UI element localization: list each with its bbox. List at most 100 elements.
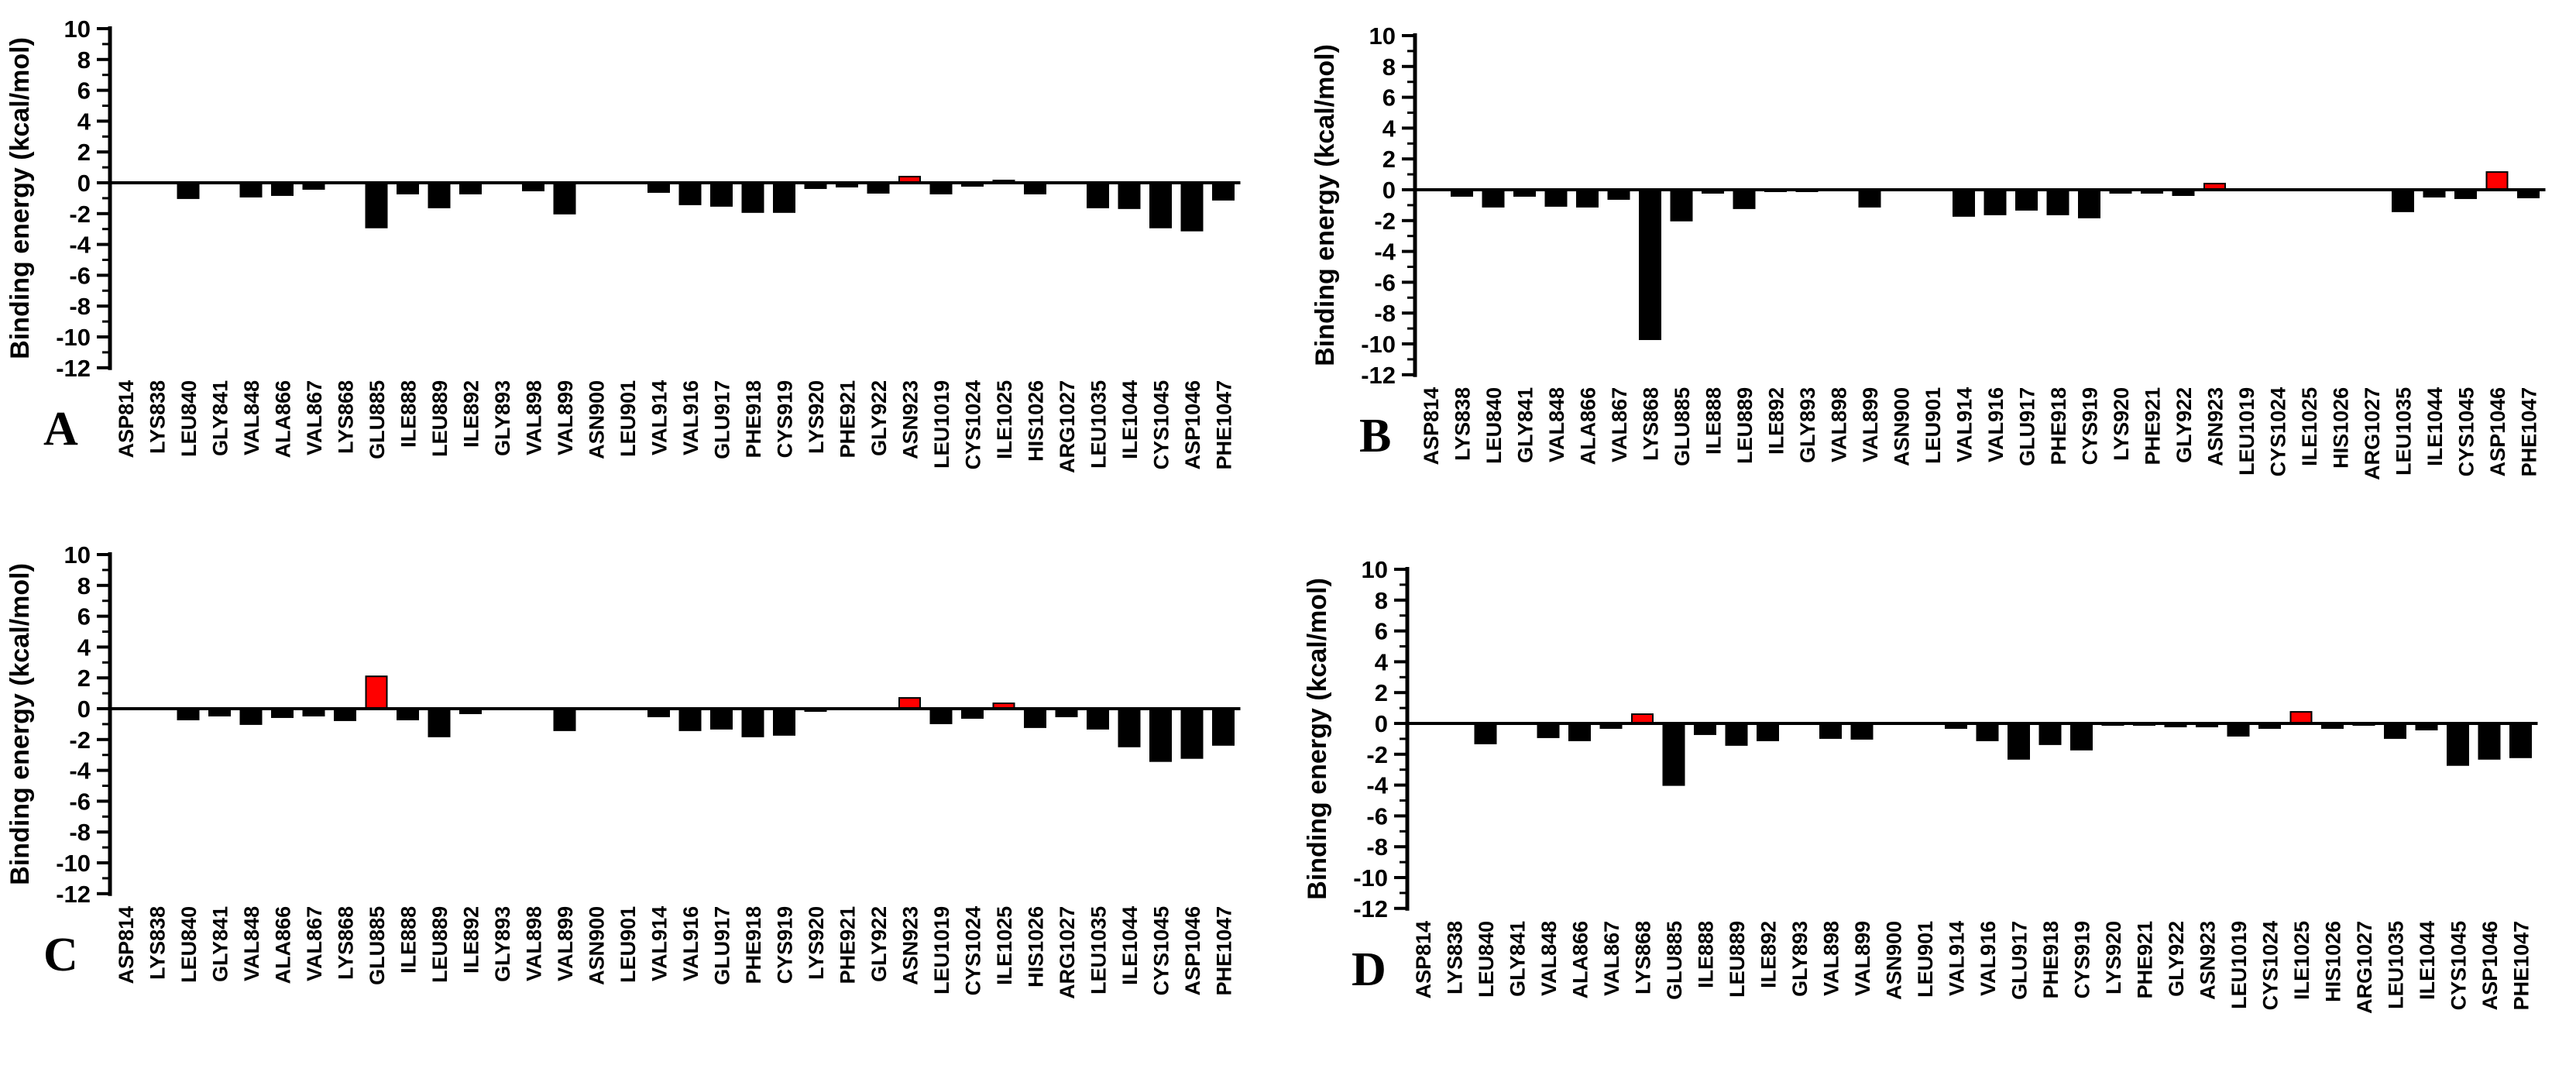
x-tick-label-VAL899: VAL899 [1851,921,1874,996]
x-tick-label-GLY893: GLY893 [491,906,514,982]
bar-ASN923 [898,697,921,710]
x-tick-label-ASN923: ASN923 [2204,387,2227,466]
y-tick-label: 0 [77,170,91,197]
y-tick-label: -4 [1366,772,1388,799]
y-tick-label: -4 [69,758,91,785]
x-tick-label-ILE1025: ILE1025 [2298,387,2321,466]
x-tick-label-ASP814: ASP814 [1420,387,1443,466]
x-tick-label-CYS919: CYS919 [774,906,797,984]
x-tick-label-GLY841: GLY841 [209,380,232,456]
y-tick-label: -8 [69,293,91,320]
bar-VAL848 [1537,723,1560,738]
y-tick-label: 8 [1375,587,1388,614]
y-tick-label: -12 [56,355,91,382]
y-tick-label: 4 [1382,115,1396,142]
bar-LEU1019 [929,182,953,194]
panel-letter-c: C [43,929,78,981]
y-axis-title: Binding energy (kcal/mol) [5,563,35,885]
x-tick-label-GLY841: GLY841 [1514,387,1537,463]
x-tick-label-GLY893: GLY893 [1796,387,1819,463]
y-tick-label: 10 [64,15,91,43]
x-tick-label-ASP814: ASP814 [1412,921,1435,999]
bar-LEU1035 [1087,708,1109,730]
y-tick-label: -12 [56,881,91,908]
x-tick-label-VAL867: VAL867 [303,380,326,455]
y-tick-label: -6 [69,788,91,815]
x-tick-label-ILE1025: ILE1025 [993,906,1016,985]
x-tick-label-VAL898: VAL898 [1820,921,1843,996]
x-tick-label-LEU901: LEU901 [617,380,640,457]
x-tick-label-ILE888: ILE888 [1695,921,1718,988]
x-tick-label-VAL848: VAL848 [240,380,263,455]
x-tick-label-ILE1044: ILE1044 [1118,906,1142,985]
x-tick-label-GLU917: GLU917 [2016,387,2039,466]
x-tick-label-LEU1035: LEU1035 [2385,921,2408,1009]
y-tick-label: 10 [64,541,91,569]
x-tick-label-LEU1035: LEU1035 [1087,906,1111,995]
x-tick-label-ASP814: ASP814 [115,380,138,459]
x-tick-label-PHE1047: PHE1047 [1213,380,1236,470]
x-tick-label-LEU889: LEU889 [428,380,452,457]
binding-energy-chart-d: 10 8 6 4 2 0 -2 -4 -6 -8 -10 -12 Binding energy (kca… [1303,556,2538,1014]
bar-ILE1044 [1118,708,1141,747]
bar-LEU1019 [2227,723,2250,737]
x-tick-label-ARG1027: ARG1027 [2361,387,2384,480]
x-tick-label-VAL899: VAL899 [554,380,577,455]
bar-ILE1025 [2289,711,2313,724]
bar-ILE888 [397,182,419,194]
bar-ILE892 [1757,723,1779,741]
y-tick-label: -4 [1374,239,1396,266]
x-tick-label-LYS868: LYS868 [335,906,358,980]
y-tick-label: 0 [1382,177,1396,204]
bar-VAL898 [1819,723,1842,739]
bar-HIS1026 [1024,708,1046,728]
y-tick-label: -10 [1361,331,1396,358]
bar-VAL916 [678,708,702,731]
bar-CYS919 [2078,189,2100,218]
x-tick-label-VAL914: VAL914 [648,380,671,455]
x-tick-label-GLU885: GLU885 [1663,921,1686,1000]
x-tick-label-GLY922: GLY922 [2172,387,2196,463]
y-tick-label: -2 [69,727,91,754]
x-tick-label-GLU885: GLU885 [366,906,389,985]
x-tick-label-LYS920: LYS920 [805,380,828,454]
x-tick-label-LYS920: LYS920 [805,906,828,980]
x-tick-label-ALA866: ALA866 [1577,387,1600,466]
bar-VAL848 [239,708,263,725]
x-tick-label-ASN900: ASN900 [1883,921,1906,1000]
y-tick-label: -6 [69,262,91,289]
x-tick-label-LEU1019: LEU1019 [2235,387,2258,476]
x-tick-label-LYS838: LYS838 [1444,921,1467,995]
x-tick-label-HIS1026: HIS1026 [1025,906,1048,988]
x-tick-label-VAL867: VAL867 [1608,387,1631,462]
y-tick-label: -10 [1353,864,1388,892]
x-tick-label-ASN900: ASN900 [586,906,609,985]
x-tick-label-ILE1044: ILE1044 [2416,921,2439,1000]
x-tick-label-GLY841: GLY841 [1506,921,1530,997]
x-tick-label-ASN900: ASN900 [586,380,609,459]
y-tick-label: -8 [69,819,91,846]
bar-LEU840 [177,182,200,199]
x-tick-label-ASN923: ASN923 [899,906,922,985]
y-tick-label: 4 [77,634,91,661]
bar-LEU889 [1733,189,1756,209]
panel-d: 10 8 6 4 2 0 -2 -4 -6 -8 -10 -12 Binding energy (kca… [1288,533,2576,1065]
bar-ASP1046 [1180,708,1204,759]
x-tick-label-ALA866: ALA866 [1569,921,1592,999]
x-tick-label-GLY922: GLY922 [2165,921,2188,997]
x-tick-label-CYS919: CYS919 [2071,921,2094,999]
bar-GLU885 [1662,723,1685,786]
x-tick-label-CYS1024: CYS1024 [962,380,985,470]
x-tick-label-LEU1019: LEU1019 [930,380,953,469]
y-tick-label: 6 [1382,84,1396,112]
x-tick-label-LYS920: LYS920 [2102,921,2125,995]
bar-CYS1045 [1149,708,1172,762]
x-tick-label-LEU1035: LEU1035 [1087,380,1111,469]
bar-VAL899 [553,708,576,731]
y-tick-label: 6 [77,77,91,105]
y-tick-label: 10 [1369,22,1396,50]
x-tick-label-ASN923: ASN923 [2196,921,2220,1000]
x-tick-label-ILE888: ILE888 [397,906,421,974]
y-tick-label: 8 [77,572,91,599]
x-tick-label-VAL867: VAL867 [1600,921,1623,996]
